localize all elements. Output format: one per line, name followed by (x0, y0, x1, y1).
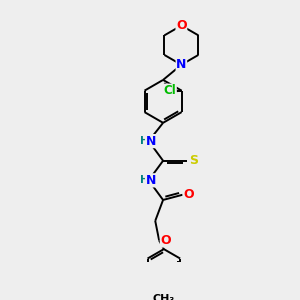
Text: N: N (176, 58, 187, 71)
Text: CH₃: CH₃ (153, 293, 175, 300)
Text: O: O (176, 19, 187, 32)
Text: S: S (189, 154, 198, 167)
Text: H: H (140, 136, 149, 146)
Text: H: H (140, 175, 149, 185)
Text: O: O (183, 188, 194, 201)
Text: Cl: Cl (164, 84, 176, 97)
Text: N: N (146, 135, 156, 148)
Text: N: N (146, 174, 156, 187)
Text: O: O (160, 234, 171, 247)
